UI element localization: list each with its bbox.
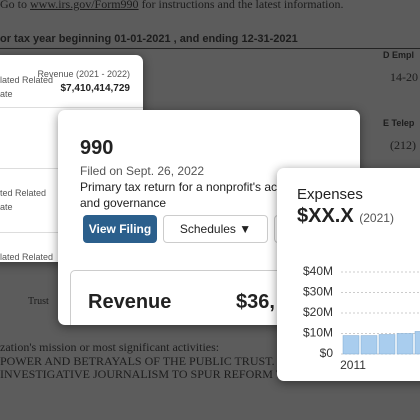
- rule: [0, 48, 420, 49]
- expenses-chart: $0 $10M $20M $30M $40M 2011: [303, 264, 420, 372]
- row-separator: [0, 107, 143, 108]
- revenue-value: $36,: [236, 291, 275, 313]
- y-tick-label: $0: [320, 346, 334, 360]
- bar: [414, 331, 420, 355]
- org-meta: lated Related: [0, 75, 54, 85]
- description: Primary tax return for a nonprofit's act…: [80, 180, 284, 194]
- form-label: D Empl: [383, 50, 415, 60]
- revenue-label: Revenue (2021 - 2022): [37, 69, 130, 79]
- revenue-panel: Revenue $36,: [70, 270, 360, 325]
- bar: [396, 333, 414, 355]
- year: (2021): [359, 211, 394, 225]
- revenue-value: $7,410,414,729: [60, 83, 130, 94]
- card-title: Expenses: [297, 186, 363, 203]
- form-value: INVESTIGATIVE JOURNALISM TO SPUR REFORM …: [0, 367, 318, 381]
- x-tick-label: 2011: [340, 358, 366, 372]
- form-label: E Telep: [383, 118, 415, 128]
- form-value: 14-20: [390, 70, 418, 84]
- org-meta: ate: [0, 202, 13, 212]
- form-value: (212): [390, 138, 416, 152]
- value: $XX.X: [297, 205, 354, 227]
- expenses-card: Expenses $XX.X (2021) $0 $10M $20M $30M $40M…: [277, 168, 420, 381]
- revenue-label: Revenue: [88, 291, 172, 313]
- form-label: zation's mission or most significant act…: [0, 340, 220, 354]
- org-meta: ate: [0, 89, 13, 99]
- expenses-value: $XX.X (2021): [297, 205, 394, 228]
- form-number: 990: [80, 137, 114, 159]
- y-tick-label: $30M: [303, 285, 333, 299]
- filed-date: Filed on Sept. 26, 2022: [80, 164, 205, 178]
- form-value: POWER AND BETRAYALS OF THE PUBLIC TRUST.…: [0, 354, 315, 368]
- form-line: or tax year beginning 01-01-2021 , and e…: [0, 33, 298, 45]
- bar: [378, 334, 396, 355]
- y-tick-label: $40M: [303, 264, 333, 278]
- text: Go to: [0, 0, 27, 11]
- org-meta: ted Related: [0, 188, 47, 198]
- text: for instructions and the latest informat…: [141, 0, 344, 11]
- form-label: Trust: [28, 296, 49, 307]
- form-line: Go to www.irs.gov/Form990 for instructio…: [0, 0, 344, 12]
- y-tick-label: $20M: [303, 305, 333, 319]
- bar: [360, 335, 378, 355]
- org-meta: lated Related: [0, 252, 54, 262]
- y-tick-label: $10M: [303, 326, 333, 340]
- schedules-button[interactable]: Schedules ▼: [163, 215, 268, 243]
- bar: [342, 335, 360, 355]
- view-filing-button[interactable]: View Filing: [83, 215, 157, 243]
- description: and governance: [80, 196, 167, 210]
- link: www.irs.gov/Form990: [30, 0, 139, 11]
